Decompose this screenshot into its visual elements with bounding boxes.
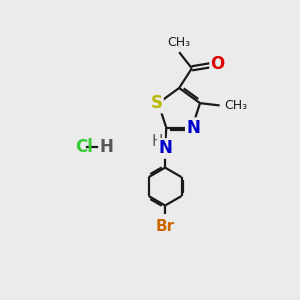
Text: CH₃: CH₃	[225, 99, 248, 112]
Text: CH₃: CH₃	[168, 36, 191, 50]
Text: N: N	[158, 140, 172, 158]
Text: S: S	[150, 94, 162, 112]
Text: H: H	[152, 134, 164, 149]
Text: Cl: Cl	[75, 138, 93, 156]
Text: N: N	[186, 119, 200, 137]
Text: Br: Br	[155, 219, 175, 234]
Text: O: O	[211, 56, 225, 74]
Text: H: H	[100, 138, 113, 156]
